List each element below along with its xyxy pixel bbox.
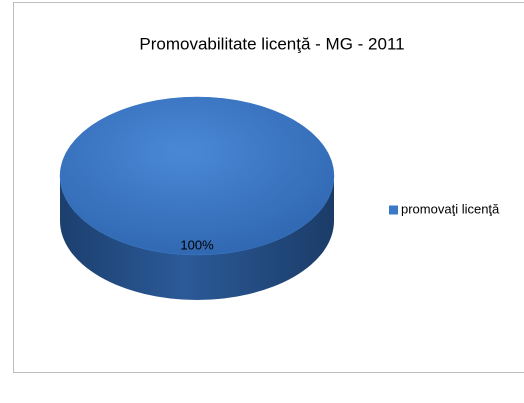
legend-swatch	[389, 205, 398, 215]
pie-slice	[59, 96, 335, 256]
legend-label: promovaţi licenţă	[401, 201, 500, 216]
data-label: 100%	[180, 237, 214, 252]
chart-title: Promovabilitate licenţă - MG - 2011	[139, 34, 404, 53]
pie: 100%	[59, 96, 335, 300]
pie-side	[60, 176, 334, 300]
legend: promovaţi licenţă	[389, 201, 500, 216]
